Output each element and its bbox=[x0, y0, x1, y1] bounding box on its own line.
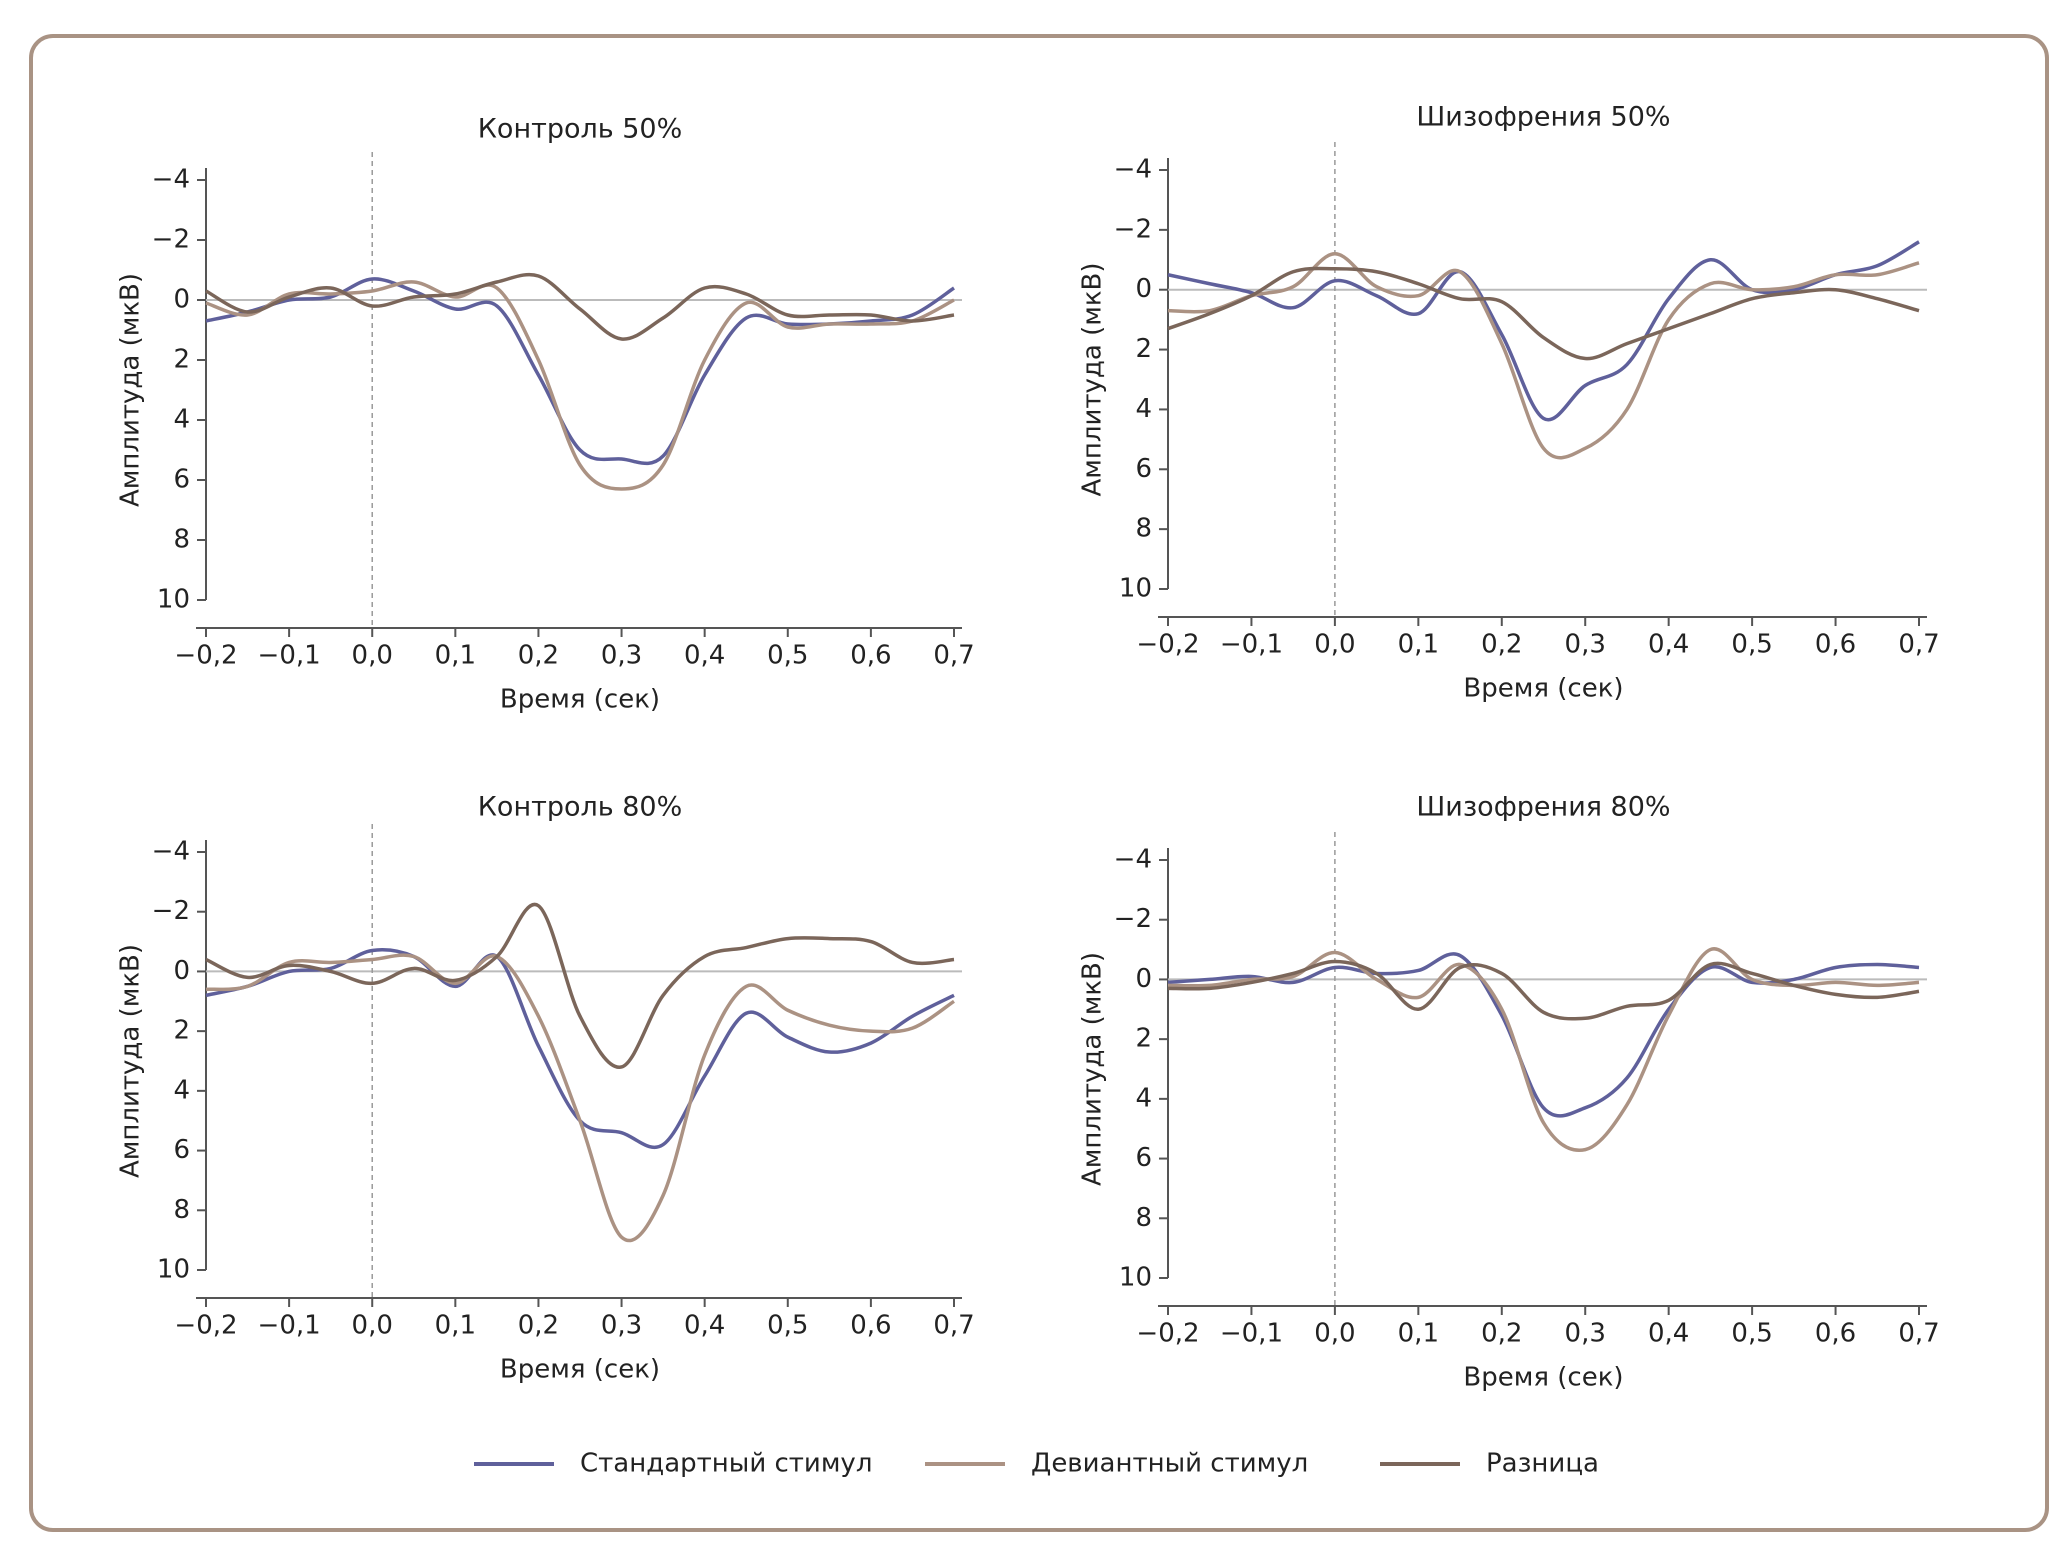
x-tick-label: 0,1 bbox=[1398, 1319, 1439, 1349]
x-tick-label: 0,3 bbox=[601, 641, 642, 671]
y-tick-label: 0 bbox=[173, 285, 190, 315]
chart-title: Шизофрения 80% bbox=[1416, 792, 1670, 823]
x-tick-label: 0,1 bbox=[435, 1311, 476, 1341]
x-tick-label: −0,1 bbox=[1220, 630, 1283, 660]
y-tick-label: 2 bbox=[173, 1016, 190, 1046]
y-tick-label: 10 bbox=[1119, 1263, 1152, 1293]
x-tick-label: 0,7 bbox=[1898, 630, 1939, 660]
chart-title: Шизофрения 50% bbox=[1416, 102, 1670, 133]
x-tick-label: 0,6 bbox=[1815, 630, 1856, 660]
x-tick-label: 0,2 bbox=[1481, 630, 1522, 660]
y-tick-label: 6 bbox=[1135, 1143, 1152, 1173]
x-tick-label: 0,6 bbox=[850, 641, 891, 671]
x-tick-label: 0,5 bbox=[767, 1311, 808, 1341]
y-axis-label: Амплитуда (мкВ) bbox=[1078, 952, 1108, 1186]
x-tick-label: −0,2 bbox=[1136, 630, 1199, 660]
x-tick-label: 0,7 bbox=[1898, 1319, 1939, 1349]
y-tick-label: 10 bbox=[157, 585, 190, 615]
y-tick-label: 0 bbox=[173, 956, 190, 986]
legend-label: Стандартный стимул bbox=[580, 1449, 872, 1479]
y-tick-label: −4 bbox=[1114, 155, 1152, 185]
x-tick-label: 0,4 bbox=[684, 1311, 725, 1341]
y-tick-label: −2 bbox=[1114, 214, 1152, 244]
y-tick-label: −2 bbox=[1114, 904, 1152, 934]
series-line bbox=[1167, 266, 1920, 361]
x-tick-label: 0,5 bbox=[1731, 630, 1772, 660]
y-tick-label: 2 bbox=[1135, 1024, 1152, 1054]
y-tick-label: 6 bbox=[173, 1135, 190, 1165]
x-tick-label: 0,4 bbox=[1648, 1319, 1689, 1349]
x-tick-label: 0,6 bbox=[850, 1311, 891, 1341]
x-axis-label: Время (сек) bbox=[1463, 1363, 1623, 1393]
x-tick-label: 0,5 bbox=[767, 641, 808, 671]
y-tick-label: 4 bbox=[173, 1075, 190, 1105]
series-line bbox=[1167, 952, 1920, 1118]
x-tick-label: −0,2 bbox=[174, 641, 237, 671]
series-line bbox=[205, 953, 955, 1243]
x-tick-label: 0,6 bbox=[1815, 1319, 1856, 1349]
x-tick-label: 0,3 bbox=[1565, 1319, 1606, 1349]
y-tick-label: 8 bbox=[1135, 1203, 1152, 1233]
y-tick-label: 8 bbox=[173, 525, 190, 555]
chart-title: Контроль 50% bbox=[478, 114, 683, 145]
x-tick-label: 0,0 bbox=[352, 641, 393, 671]
x-tick-label: 0,1 bbox=[435, 641, 476, 671]
x-tick-label: 0,7 bbox=[933, 641, 974, 671]
y-tick-label: −4 bbox=[1114, 845, 1152, 875]
series-line bbox=[1167, 240, 1920, 422]
x-tick-label: 0,4 bbox=[684, 641, 725, 671]
y-tick-label: 4 bbox=[1135, 394, 1152, 424]
y-tick-label: −4 bbox=[152, 165, 190, 195]
x-axis-label: Время (сек) bbox=[1463, 674, 1623, 704]
y-axis-label: Амплитуда (мкВ) bbox=[116, 273, 146, 507]
x-tick-label: −0,1 bbox=[258, 1311, 321, 1341]
x-tick-label: 0,5 bbox=[1731, 1319, 1772, 1349]
y-tick-label: 4 bbox=[1135, 1083, 1152, 1113]
legend-label: Девиантный стимул bbox=[1031, 1449, 1308, 1479]
x-tick-label: 0,0 bbox=[1314, 630, 1355, 660]
series-line bbox=[205, 272, 955, 341]
x-tick-label: 0,3 bbox=[601, 1311, 642, 1341]
x-tick-label: −0,2 bbox=[1136, 1319, 1199, 1349]
x-tick-label: 0,0 bbox=[352, 1311, 393, 1341]
x-tick-label: 0,1 bbox=[1398, 630, 1439, 660]
chart-title: Контроль 80% bbox=[478, 792, 683, 823]
y-tick-label: 0 bbox=[1135, 274, 1152, 304]
series-line bbox=[1167, 252, 1920, 460]
y-tick-label: 6 bbox=[173, 465, 190, 495]
y-axis-label: Амплитуда (мкВ) bbox=[1078, 262, 1108, 496]
x-tick-label: 0,2 bbox=[518, 1311, 559, 1341]
x-tick-label: 0,2 bbox=[1481, 1319, 1522, 1349]
y-tick-label: 10 bbox=[157, 1255, 190, 1285]
x-axis-label: Время (сек) bbox=[500, 685, 660, 715]
series-line bbox=[205, 280, 955, 491]
x-tick-label: 0,0 bbox=[1314, 1319, 1355, 1349]
x-tick-label: 0,2 bbox=[518, 641, 559, 671]
legend-label: Разница bbox=[1486, 1449, 1599, 1479]
frame bbox=[29, 34, 2049, 1532]
series-line bbox=[205, 902, 955, 1069]
y-axis-label: Амплитуда (мкВ) bbox=[116, 944, 146, 1178]
y-tick-label: 4 bbox=[173, 405, 190, 435]
x-tick-label: −0,1 bbox=[1220, 1319, 1283, 1349]
y-tick-label: 0 bbox=[1135, 964, 1152, 994]
y-tick-label: 2 bbox=[173, 345, 190, 375]
y-tick-label: −4 bbox=[152, 837, 190, 867]
x-tick-label: −0,2 bbox=[174, 1311, 237, 1341]
x-tick-label: −0,1 bbox=[258, 641, 321, 671]
y-tick-label: 2 bbox=[1135, 334, 1152, 364]
series-line bbox=[1167, 959, 1920, 1021]
y-tick-label: −2 bbox=[152, 225, 190, 255]
y-tick-label: 8 bbox=[1135, 514, 1152, 544]
y-tick-label: 6 bbox=[1135, 454, 1152, 484]
y-tick-label: 10 bbox=[1119, 574, 1152, 604]
x-tick-label: 0,3 bbox=[1565, 630, 1606, 660]
y-tick-label: −2 bbox=[152, 896, 190, 926]
x-axis-label: Время (сек) bbox=[500, 1355, 660, 1385]
x-tick-label: 0,7 bbox=[933, 1311, 974, 1341]
y-tick-label: 8 bbox=[173, 1195, 190, 1225]
x-tick-label: 0,4 bbox=[1648, 630, 1689, 660]
